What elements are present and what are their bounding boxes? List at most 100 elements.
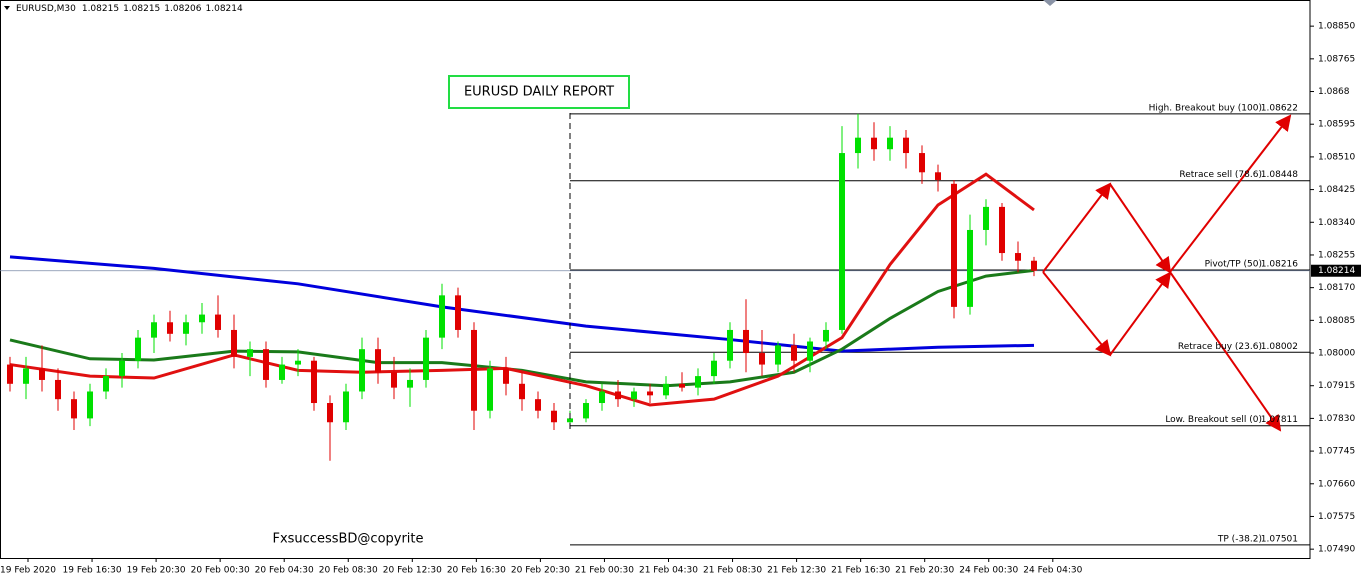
- candle-body: [7, 364, 13, 384]
- candle-body: [951, 183, 957, 307]
- candle-body: [775, 345, 781, 365]
- symbol: EURUSD,M30: [16, 4, 76, 14]
- candle-body: [295, 360, 301, 365]
- candle-body: [55, 379, 61, 400]
- open: 1.08215: [82, 4, 119, 14]
- x-tick-label: 19 Feb 20:30: [127, 566, 186, 576]
- x-tick-label: 20 Feb 04:30: [255, 566, 314, 576]
- moving-average: [9, 255, 1035, 353]
- candle-body: [215, 314, 221, 330]
- x-tick-label: 19 Feb 16:30: [63, 566, 122, 576]
- x-tick-label: 21 Feb 00:30: [575, 566, 634, 576]
- title-box: [448, 75, 630, 109]
- candle-body: [311, 360, 317, 404]
- candle-body: [167, 322, 173, 334]
- x-tick-label: 20 Feb 20:30: [511, 566, 570, 576]
- candle-body: [199, 314, 205, 323]
- level-value: 1.08216: [1261, 259, 1298, 269]
- candle-body: [903, 137, 909, 154]
- x-tick-label: 21 Feb 20:30: [895, 566, 954, 576]
- y-tick-label: 1.07915: [1318, 381, 1355, 391]
- candle-body: [519, 383, 525, 400]
- candle-body: [279, 364, 285, 380]
- chart-title: EURUSD DAILY REPORT: [464, 85, 614, 100]
- level-value: 1.07501: [1261, 534, 1298, 544]
- candle-body: [823, 329, 829, 342]
- candle-body: [1031, 260, 1037, 271]
- y-tick-label: 1.08340: [1318, 218, 1355, 228]
- level-value: 1.08002: [1261, 342, 1298, 352]
- current-price-box: [1311, 264, 1361, 277]
- level-value: 1.08448: [1261, 170, 1298, 180]
- candle-body: [887, 137, 893, 150]
- candle-body: [39, 368, 45, 380]
- watermark: FxsuccessBD@copyrite: [272, 532, 423, 547]
- candle-body: [455, 295, 461, 330]
- y-tick-label: 1.07745: [1318, 447, 1355, 457]
- y-tick-label: 1.07830: [1318, 414, 1355, 424]
- candle-body: [967, 229, 973, 307]
- y-tick-label: 1.08425: [1318, 185, 1355, 195]
- level-value: 1.07811: [1261, 415, 1298, 425]
- scroll-marker: [1043, 0, 1057, 6]
- candle-body: [935, 172, 941, 180]
- candle-body: [583, 403, 589, 419]
- candle-body: [983, 206, 989, 230]
- y-tick-label: 1.07660: [1318, 479, 1355, 489]
- level-label: Retrace buy (23.6): [1178, 342, 1262, 352]
- x-tick-label: 24 Feb 00:30: [959, 566, 1018, 576]
- x-tick-label: 20 Feb 00:30: [191, 566, 250, 576]
- candle-body: [535, 399, 541, 411]
- candle-body: [567, 418, 573, 423]
- x-tick-label: 21 Feb 04:30: [639, 566, 698, 576]
- y-tick-label: 1.08170: [1318, 283, 1355, 293]
- y-tick-label: 1.0868: [1318, 87, 1350, 97]
- candle-body: [711, 360, 717, 377]
- y-tick-label: 1.08765: [1318, 54, 1355, 64]
- candle-body: [871, 137, 877, 150]
- candle-body: [375, 349, 381, 373]
- candle-body: [103, 376, 109, 392]
- candle-body: [999, 206, 1005, 254]
- level-label: TP (-38.2): [1217, 534, 1262, 544]
- candle-body: [439, 295, 445, 338]
- candle-body: [23, 368, 29, 384]
- candle-body: [423, 337, 429, 380]
- y-tick-label: 1.07490: [1318, 545, 1355, 555]
- x-tick-label: 21 Feb 12:30: [767, 566, 826, 576]
- projection-arrows: [1042, 114, 1292, 432]
- candle-body: [631, 391, 637, 400]
- level-value: 1.08622: [1261, 103, 1298, 113]
- moving-average: [9, 268, 1035, 388]
- candle-body: [183, 322, 189, 334]
- candle-body: [71, 399, 77, 419]
- y-tick-label: 1.08595: [1318, 120, 1355, 130]
- level-label: High. Breakout buy (100): [1149, 103, 1262, 113]
- candle-body: [839, 153, 845, 330]
- y-tick-label: 1.08000: [1318, 349, 1355, 359]
- candle-body: [135, 337, 141, 361]
- candle-body: [807, 341, 813, 361]
- x-tick-label: 21 Feb 16:30: [831, 566, 890, 576]
- candle-body: [791, 345, 797, 361]
- candle-body: [599, 391, 605, 404]
- candle-body: [327, 403, 333, 423]
- candle-body: [743, 329, 749, 354]
- candle-body: [855, 137, 861, 154]
- menu-arrow[interactable]: [4, 6, 10, 10]
- y-tick-label: 1.08255: [1318, 250, 1355, 260]
- candle-body: [647, 391, 653, 396]
- candle-body: [663, 383, 669, 396]
- candle-body: [407, 379, 413, 388]
- candle-body: [503, 368, 509, 384]
- level-label: Low. Breakout sell (0): [1165, 415, 1262, 425]
- x-tick-label: 20 Feb 08:30: [319, 566, 378, 576]
- candle-body: [343, 391, 349, 423]
- candle-body: [679, 383, 685, 388]
- x-tick-label: 21 Feb 08:30: [703, 566, 762, 576]
- candle-body: [615, 391, 621, 400]
- candle-body: [471, 329, 477, 411]
- x-tick-label: 20 Feb 12:30: [383, 566, 442, 576]
